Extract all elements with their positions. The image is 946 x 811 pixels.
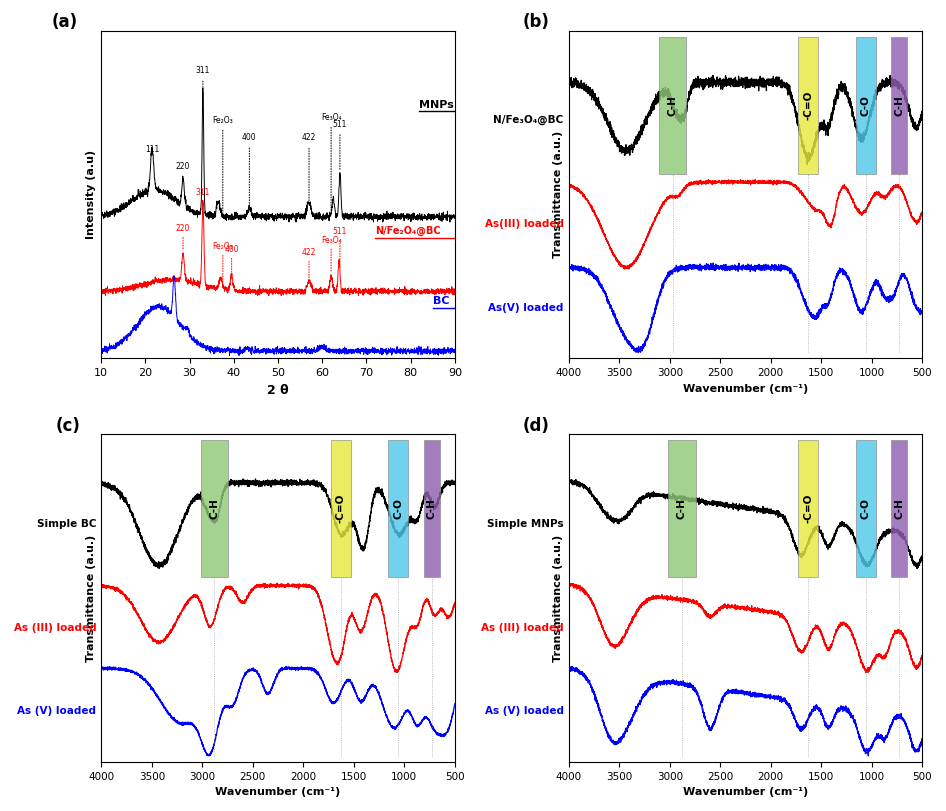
Text: As(V) loaded: As(V) loaded	[488, 303, 564, 313]
Text: BC: BC	[432, 296, 449, 307]
Text: -C=O: -C=O	[803, 494, 814, 523]
X-axis label: 2 θ: 2 θ	[268, 384, 289, 397]
Text: C-H: C-H	[427, 498, 437, 519]
Bar	[855, 440, 876, 577]
Text: C-O: C-O	[394, 498, 403, 519]
Text: C-H: C-H	[209, 498, 219, 519]
Y-axis label: Transmittance (a.u.): Transmittance (a.u.)	[553, 534, 563, 662]
Y-axis label: Intensity (a.u): Intensity (a.u)	[86, 150, 96, 239]
Text: (a): (a)	[52, 14, 78, 32]
Text: C-O: C-O	[861, 95, 870, 116]
Text: Fe₃O₄: Fe₃O₄	[321, 113, 342, 122]
Text: N/Fe₃O₄@BC: N/Fe₃O₄@BC	[494, 115, 564, 125]
Text: C-H: C-H	[677, 498, 687, 519]
Text: 422: 422	[302, 133, 316, 143]
Text: Simple MNPs: Simple MNPs	[487, 518, 564, 529]
Y-axis label: Transmittance (a.u.): Transmittance (a.u.)	[86, 534, 96, 662]
Text: Fe₃O₄: Fe₃O₄	[321, 236, 342, 245]
Bar	[891, 36, 907, 174]
Text: C-O: C-O	[861, 498, 870, 519]
Text: As (V) loaded: As (V) loaded	[17, 706, 96, 716]
Text: As (III) loaded: As (III) loaded	[13, 623, 96, 633]
Text: -C=O: -C=O	[336, 494, 345, 523]
X-axis label: Wavenumber (cm⁻¹): Wavenumber (cm⁻¹)	[683, 787, 808, 797]
Text: C-H: C-H	[894, 95, 904, 116]
Text: 400: 400	[242, 133, 256, 143]
Text: C-H: C-H	[894, 498, 904, 519]
Text: 422: 422	[302, 248, 316, 257]
X-axis label: Wavenumber (cm⁻¹): Wavenumber (cm⁻¹)	[683, 384, 808, 393]
Bar	[855, 36, 876, 174]
Text: (d): (d)	[523, 417, 550, 435]
Text: As (V) loaded: As (V) loaded	[484, 706, 564, 716]
Text: As(III) loaded: As(III) loaded	[484, 219, 564, 230]
Text: As (III) loaded: As (III) loaded	[482, 623, 564, 633]
Text: Simple BC: Simple BC	[37, 518, 96, 529]
Text: 220: 220	[176, 161, 190, 170]
Text: 511: 511	[333, 120, 347, 129]
Text: 400: 400	[224, 245, 239, 254]
Bar	[330, 440, 351, 577]
Text: Fe₂O₃: Fe₂O₃	[213, 115, 234, 125]
Text: -C=O: -C=O	[803, 91, 814, 120]
Bar	[668, 440, 695, 577]
Text: (c): (c)	[55, 417, 80, 435]
Text: (b): (b)	[523, 14, 550, 32]
Text: Fe₂O₃: Fe₂O₃	[213, 242, 234, 251]
Bar	[424, 440, 440, 577]
Bar	[798, 440, 818, 577]
Y-axis label: Transmittance (a.u.): Transmittance (a.u.)	[553, 131, 563, 258]
Bar	[388, 440, 409, 577]
Bar	[891, 440, 907, 577]
Text: N/Fe₂O₄@BC: N/Fe₂O₄@BC	[376, 226, 441, 236]
Text: 311: 311	[196, 188, 210, 198]
Text: 511: 511	[333, 227, 347, 236]
Text: 220: 220	[176, 224, 190, 234]
Text: 311: 311	[196, 67, 210, 75]
Text: 111: 111	[145, 145, 159, 154]
Bar	[798, 36, 818, 174]
Bar	[201, 440, 228, 577]
Bar	[659, 36, 687, 174]
X-axis label: Wavenumber (cm⁻¹): Wavenumber (cm⁻¹)	[216, 787, 341, 797]
Text: C-H: C-H	[668, 95, 677, 116]
Text: MNPs: MNPs	[419, 100, 454, 109]
